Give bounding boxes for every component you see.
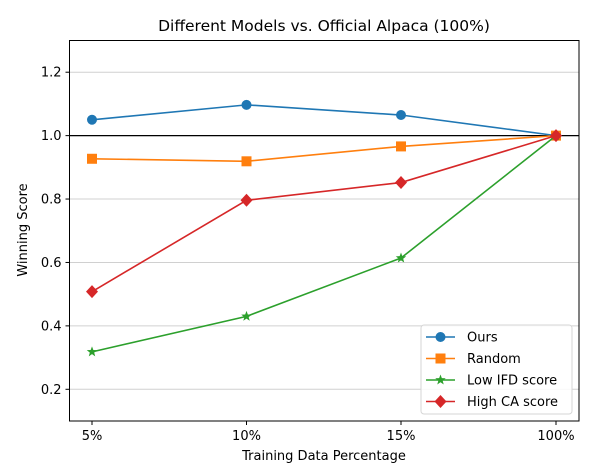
chart-title: Different Models vs. Official Alpaca (10… [158, 17, 490, 35]
data-point [396, 110, 406, 121]
series-ours [87, 99, 561, 141]
x-tick-label: 15% [387, 429, 416, 444]
data-point [395, 252, 407, 263]
legend-marker [435, 332, 446, 342]
data-point [241, 99, 252, 110]
y-tick-label: 1.0 [41, 129, 62, 144]
legend-item: Random [426, 352, 521, 367]
legend: Ours Random Low IFD score High CA score [420, 324, 573, 415]
legend-marker [435, 374, 446, 385]
y-tick-label: 0.8 [41, 193, 62, 208]
x-tick-label: 10% [232, 429, 261, 444]
y-tick-label: 0.4 [41, 319, 62, 334]
legend-item: High CA score [426, 395, 558, 410]
series-line [91, 134, 557, 293]
data-point [241, 310, 252, 321]
series-line [91, 134, 557, 163]
legend-label: Ours [467, 331, 498, 346]
series-low-ifd-score [86, 130, 562, 357]
data-point [86, 285, 98, 299]
x-tick-label: 100% [537, 429, 574, 444]
legend-marker [434, 395, 447, 408]
legend-item: Low IFD score [426, 374, 557, 389]
data-point [550, 129, 562, 143]
legend-marker [435, 353, 446, 364]
legend-label: High CA score [467, 395, 558, 410]
data-point [395, 176, 407, 190]
data-point [87, 153, 97, 164]
y-tick-label: 0.6 [41, 256, 62, 271]
plot-frame [69, 40, 580, 422]
data-point [240, 193, 253, 207]
series-line [91, 104, 557, 137]
legend-item: Ours [426, 331, 498, 346]
data-point [241, 156, 252, 167]
series-line [91, 134, 557, 353]
y-tick-label: 0.2 [41, 383, 62, 398]
series-high-ca-score [86, 129, 562, 299]
data-point [396, 141, 406, 152]
x-tick-label: 5% [82, 429, 103, 444]
legend-label: Random [467, 352, 521, 367]
y-axis-label: Winning Score [16, 183, 31, 276]
legend-box [420, 324, 573, 415]
data-point [87, 114, 97, 125]
legend-label: Low IFD score [467, 374, 557, 389]
y-tick-label: 1.2 [41, 66, 62, 81]
data-point [86, 346, 98, 357]
x-axis-label: Training Data Percentage [241, 449, 406, 464]
